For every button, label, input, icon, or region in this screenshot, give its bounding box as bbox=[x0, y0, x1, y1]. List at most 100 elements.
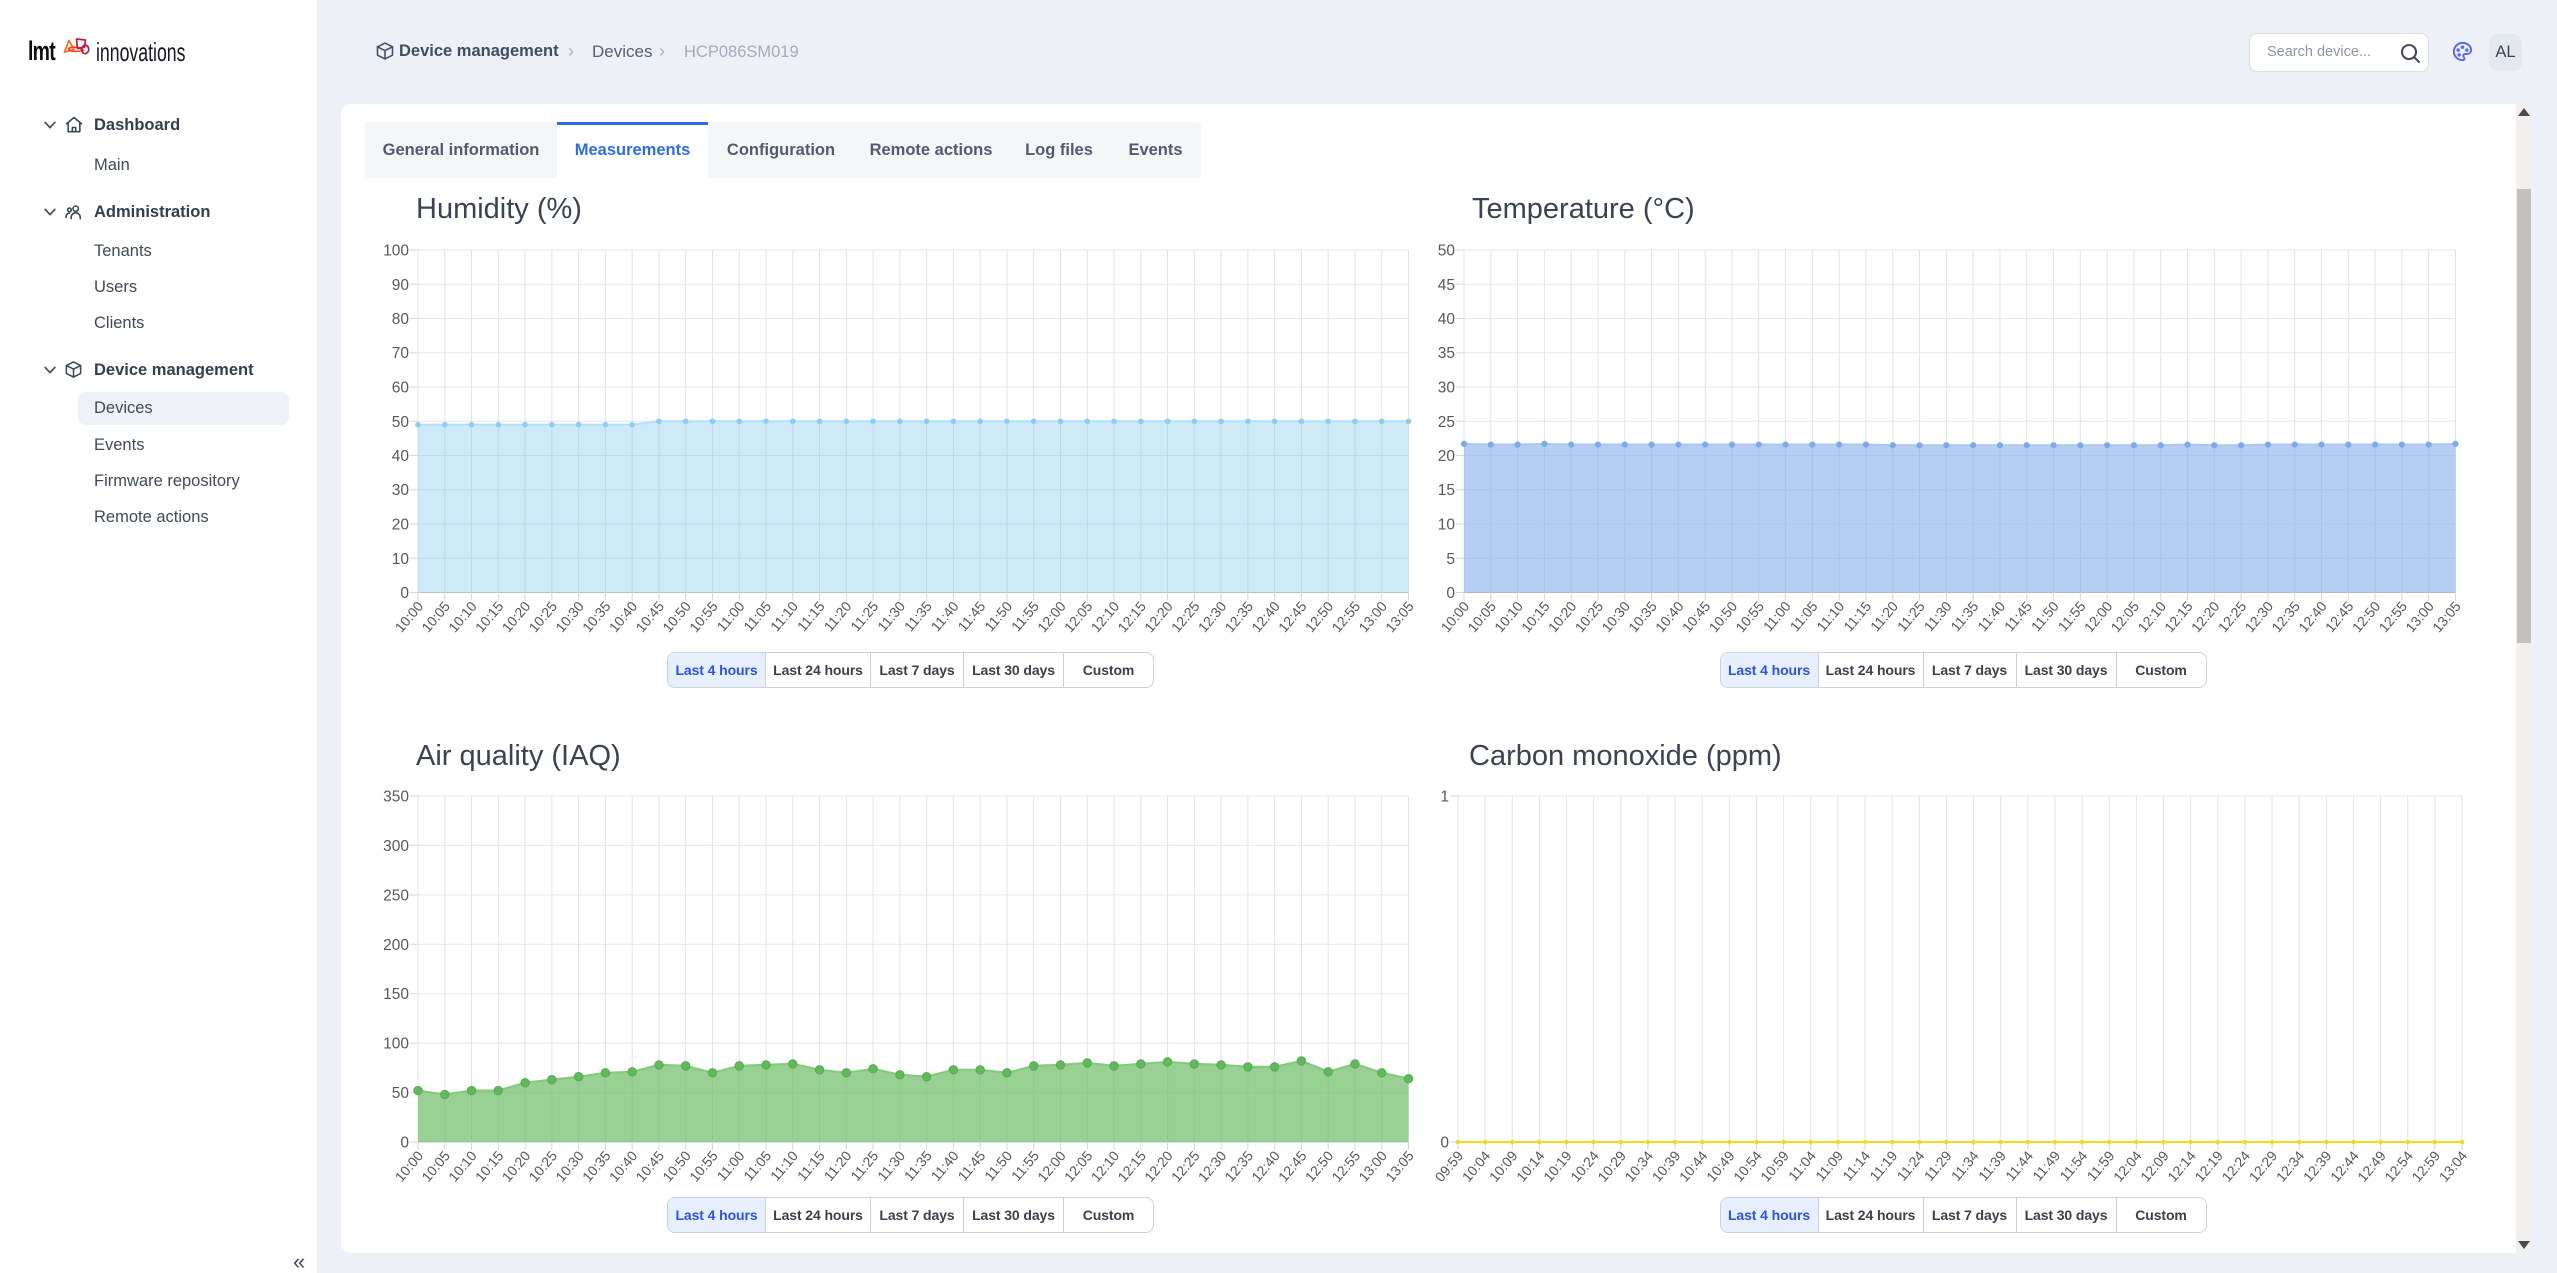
svg-text:11:50: 11:50 bbox=[2028, 598, 2062, 634]
svg-text:10:05: 10:05 bbox=[418, 1147, 453, 1184]
svg-text:30: 30 bbox=[391, 482, 409, 499]
svg-text:10:15: 10:15 bbox=[471, 598, 506, 635]
svg-text:100: 100 bbox=[383, 243, 409, 260]
svg-text:13:00: 13:00 bbox=[1355, 1147, 1390, 1184]
svg-text:12:00: 12:00 bbox=[2081, 598, 2116, 635]
svg-text:11:25: 11:25 bbox=[847, 1147, 881, 1183]
svg-text:10:45: 10:45 bbox=[632, 598, 667, 635]
svg-text:250: 250 bbox=[383, 887, 409, 904]
svg-text:10:30: 10:30 bbox=[1598, 598, 1633, 635]
svg-text:10:14: 10:14 bbox=[1513, 1147, 1548, 1184]
svg-text:300: 300 bbox=[383, 837, 409, 854]
svg-text:10:10: 10:10 bbox=[1491, 598, 1526, 635]
svg-text:12:30: 12:30 bbox=[2241, 598, 2276, 635]
svg-text:11:00: 11:00 bbox=[713, 598, 747, 634]
svg-text:1: 1 bbox=[1440, 788, 1449, 805]
svg-text:11:40: 11:40 bbox=[927, 1147, 961, 1183]
svg-text:11:19: 11:19 bbox=[1866, 1147, 1900, 1183]
svg-text:0: 0 bbox=[400, 1134, 409, 1151]
svg-text:12:15: 12:15 bbox=[1114, 1147, 1149, 1184]
svg-text:13:05: 13:05 bbox=[2429, 598, 2464, 635]
svg-text:10:05: 10:05 bbox=[1464, 598, 1499, 635]
svg-text:11:49: 11:49 bbox=[2029, 1147, 2063, 1183]
svg-text:10:05: 10:05 bbox=[418, 598, 453, 635]
svg-text:10: 10 bbox=[1438, 517, 1456, 534]
svg-text:12:40: 12:40 bbox=[1248, 1147, 1283, 1184]
svg-text:11:24: 11:24 bbox=[1893, 1147, 1927, 1183]
svg-text:80: 80 bbox=[391, 311, 409, 328]
svg-text:12:55: 12:55 bbox=[1328, 1147, 1363, 1184]
svg-text:11:10: 11:10 bbox=[766, 598, 800, 634]
svg-text:10:34: 10:34 bbox=[1621, 1147, 1656, 1184]
svg-text:10:30: 10:30 bbox=[552, 598, 587, 635]
svg-text:10:35: 10:35 bbox=[578, 1147, 613, 1184]
svg-text:12:50: 12:50 bbox=[1301, 598, 1336, 635]
svg-text:10:50: 10:50 bbox=[659, 598, 694, 635]
svg-text:12:50: 12:50 bbox=[2349, 598, 2384, 635]
svg-text:11:30: 11:30 bbox=[874, 1147, 908, 1183]
svg-text:10:00: 10:00 bbox=[391, 598, 426, 635]
svg-text:11:45: 11:45 bbox=[954, 1147, 988, 1183]
svg-text:11:15: 11:15 bbox=[1840, 598, 1874, 634]
svg-text:12:45: 12:45 bbox=[1274, 598, 1309, 635]
svg-text:0: 0 bbox=[400, 585, 409, 602]
svg-text:12:04: 12:04 bbox=[2110, 1147, 2145, 1184]
svg-text:40: 40 bbox=[1438, 311, 1456, 328]
svg-text:10:25: 10:25 bbox=[1572, 598, 1607, 635]
svg-text:12:05: 12:05 bbox=[2107, 598, 2142, 635]
svg-text:10:00: 10:00 bbox=[391, 1147, 426, 1184]
svg-text:12:34: 12:34 bbox=[2273, 1147, 2308, 1184]
svg-text:10:55: 10:55 bbox=[685, 1147, 720, 1184]
svg-text:35: 35 bbox=[1438, 345, 1455, 362]
svg-text:10:24: 10:24 bbox=[1567, 1147, 1602, 1184]
svg-text:10:50: 10:50 bbox=[1705, 598, 1740, 635]
svg-text:11:00: 11:00 bbox=[1760, 598, 1794, 634]
svg-text:13:00: 13:00 bbox=[1355, 598, 1390, 635]
svg-text:12:40: 12:40 bbox=[1248, 598, 1283, 635]
svg-text:50: 50 bbox=[391, 1085, 409, 1102]
svg-text:10:25: 10:25 bbox=[525, 1147, 560, 1184]
svg-text:13:00: 13:00 bbox=[2402, 598, 2437, 635]
svg-text:10:45: 10:45 bbox=[632, 1147, 667, 1184]
svg-text:12:30: 12:30 bbox=[1194, 1147, 1229, 1184]
svg-text:10:44: 10:44 bbox=[1676, 1147, 1711, 1184]
svg-text:12:05: 12:05 bbox=[1060, 1147, 1095, 1184]
svg-text:12:54: 12:54 bbox=[2381, 1147, 2416, 1184]
svg-text:5: 5 bbox=[1446, 551, 1455, 568]
svg-text:11:20: 11:20 bbox=[820, 1147, 854, 1183]
svg-text:11:29: 11:29 bbox=[1921, 1147, 1955, 1183]
svg-text:11:25: 11:25 bbox=[1894, 598, 1928, 634]
svg-text:11:30: 11:30 bbox=[874, 598, 908, 634]
svg-text:12:10: 12:10 bbox=[2134, 598, 2169, 635]
svg-text:10:50: 10:50 bbox=[659, 1147, 694, 1184]
svg-text:10:30: 10:30 bbox=[552, 1147, 587, 1184]
svg-text:11:55: 11:55 bbox=[1007, 598, 1041, 634]
svg-text:12:40: 12:40 bbox=[2295, 598, 2330, 635]
svg-text:12:24: 12:24 bbox=[2218, 1147, 2253, 1184]
svg-text:12:45: 12:45 bbox=[2322, 598, 2357, 635]
svg-text:60: 60 bbox=[391, 380, 409, 397]
svg-text:10:04: 10:04 bbox=[1459, 1147, 1494, 1184]
svg-text:10:09: 10:09 bbox=[1486, 1147, 1521, 1184]
svg-text:12:35: 12:35 bbox=[1221, 1147, 1256, 1184]
svg-text:11:54: 11:54 bbox=[2056, 1147, 2090, 1183]
svg-text:10: 10 bbox=[391, 551, 409, 568]
svg-text:11:45: 11:45 bbox=[954, 598, 988, 634]
svg-text:11:35: 11:35 bbox=[1947, 598, 1981, 634]
svg-text:100: 100 bbox=[383, 1035, 409, 1052]
svg-text:11:25: 11:25 bbox=[847, 598, 881, 634]
svg-text:11:45: 11:45 bbox=[2001, 598, 2035, 634]
svg-text:12:45: 12:45 bbox=[1274, 1147, 1309, 1184]
svg-text:12:55: 12:55 bbox=[1328, 598, 1363, 635]
svg-text:10:59: 10:59 bbox=[1757, 1147, 1792, 1184]
svg-text:11:59: 11:59 bbox=[2083, 1147, 2117, 1183]
svg-text:40: 40 bbox=[391, 448, 409, 465]
svg-text:11:14: 11:14 bbox=[1839, 1147, 1873, 1183]
svg-text:11:20: 11:20 bbox=[1867, 598, 1901, 634]
svg-text:12:20: 12:20 bbox=[2188, 598, 2223, 635]
svg-text:12:35: 12:35 bbox=[1221, 598, 1256, 635]
svg-text:12:50: 12:50 bbox=[1301, 1147, 1336, 1184]
svg-text:11:15: 11:15 bbox=[793, 598, 827, 634]
svg-text:10:00: 10:00 bbox=[1438, 598, 1473, 635]
svg-text:12:25: 12:25 bbox=[2215, 598, 2250, 635]
